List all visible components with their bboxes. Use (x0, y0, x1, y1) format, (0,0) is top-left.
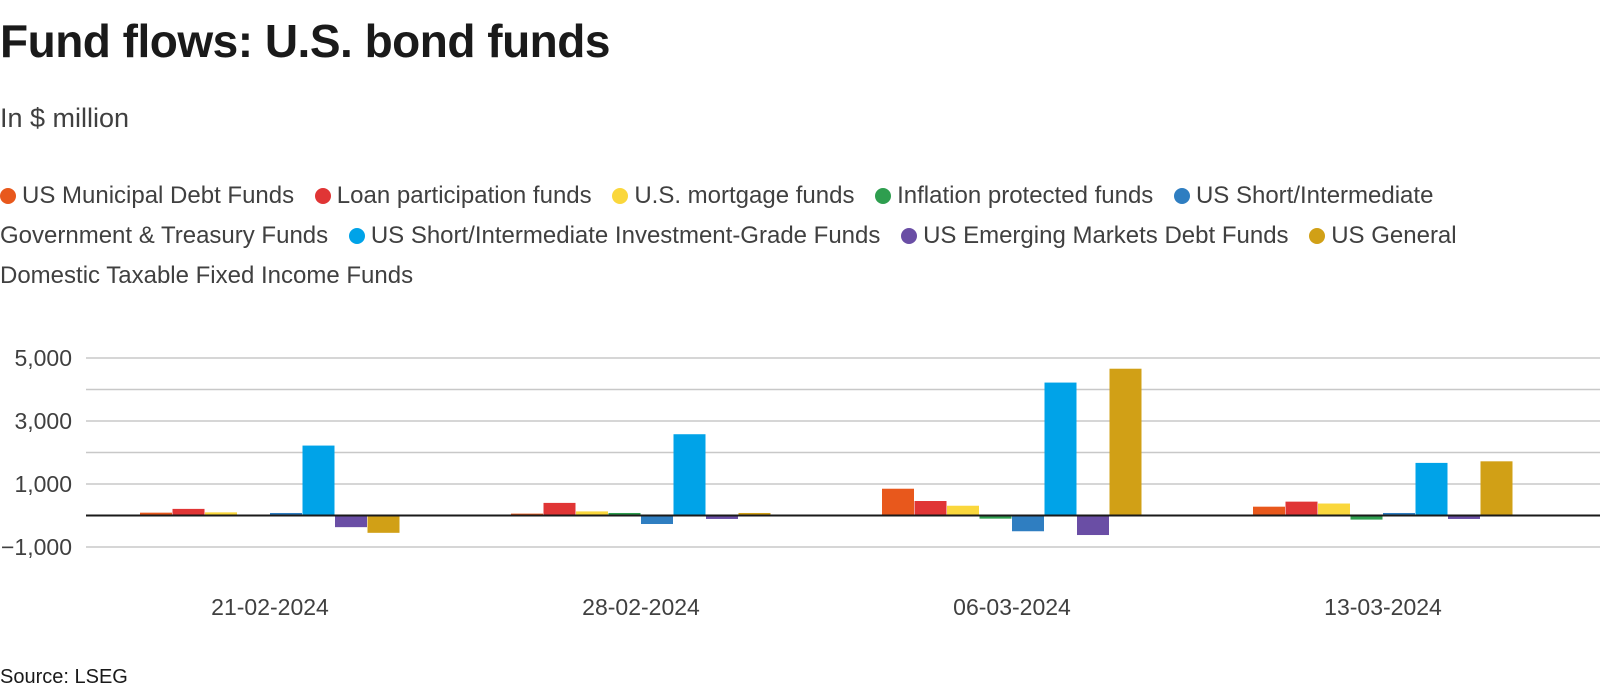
bar (1044, 382, 1077, 516)
y-tick-label: 5,000 (14, 345, 72, 371)
legend-label: US Short/Intermediate Investment-Grade F… (370, 222, 881, 249)
legend-item: Inflation protected funds (875, 182, 1153, 209)
bar (738, 512, 771, 516)
bar (335, 515, 367, 528)
bar (1383, 512, 1415, 516)
legend-swatch (1173, 188, 1190, 204)
bar (1109, 368, 1142, 516)
legend-item: US Short/Intermediate Government & Treas… (0, 182, 1433, 249)
legend-item: US Municipal Debt Funds (0, 182, 294, 209)
bar-chart: 5,000 3,000 1,000 −1,000 21-02-2024 28-02-202… (1, 345, 1600, 620)
y-tick-label: 1,000 (14, 471, 72, 497)
bar (1480, 461, 1513, 516)
legend-swatch (612, 188, 629, 204)
bar (543, 502, 576, 516)
bar (1285, 501, 1318, 516)
legend-label: US Municipal Debt Funds (22, 182, 295, 209)
bar (172, 508, 205, 516)
bar (576, 511, 608, 516)
legend-swatch (875, 188, 892, 204)
bar (1012, 515, 1044, 532)
y-tick-label: 3,000 (14, 408, 72, 434)
bar (1253, 506, 1285, 516)
x-tick-label: 21-02-2024 (211, 594, 329, 620)
bar (270, 512, 302, 516)
bar (979, 515, 1012, 519)
bar (205, 512, 237, 516)
legend-item: US General Domestic Taxable Fixed Income… (0, 222, 1457, 289)
bar (641, 515, 673, 525)
bar (1350, 515, 1383, 520)
bar (608, 512, 641, 516)
x-tick-label: 28-02-2024 (582, 594, 700, 620)
bar (673, 434, 706, 516)
legend-label: US Emerging Markets Debt Funds (923, 222, 1289, 249)
chart-legend: US Municipal Debt Funds Loan participati… (0, 176, 1540, 296)
x-tick-label: 06-03-2024 (953, 594, 1071, 620)
bar (1318, 503, 1350, 516)
legend-item: U.S. mortgage funds (612, 182, 854, 209)
legend-item: US Short/Intermediate Investment-Grade F… (348, 222, 881, 249)
bar (947, 505, 979, 516)
chart-title: Fund flows: U.S. bond funds (0, 15, 610, 67)
bar (367, 515, 400, 533)
bar (140, 512, 172, 516)
bar (914, 501, 947, 516)
legend-label: Loan participation funds (336, 182, 592, 209)
legend-swatch (0, 188, 16, 204)
bar (706, 515, 738, 519)
legend-item: Loan participation funds (314, 182, 592, 209)
bar (882, 488, 914, 516)
legend-swatch (901, 228, 918, 244)
legend-item: US Emerging Markets Debt Funds (901, 222, 1289, 249)
legend-swatch (314, 188, 331, 204)
y-tick-label: −1,000 (1, 534, 72, 560)
bar (302, 445, 335, 516)
bar (1448, 515, 1480, 519)
legend-label: US General Domestic Taxable Fixed Income… (0, 222, 1457, 289)
legend-label: U.S. mortgage funds (634, 182, 855, 209)
legend-label: Inflation protected funds (897, 182, 1154, 209)
chart-subtitle: In $ million (0, 103, 130, 133)
source-note: Source: LSEG (0, 666, 128, 688)
bar (1077, 515, 1109, 536)
x-tick-label: 13-03-2024 (1324, 594, 1442, 620)
legend-swatch (348, 228, 365, 244)
legend-swatch (1309, 228, 1326, 244)
bar (1415, 462, 1448, 516)
legend-label: US Short/Intermediate Government & Treas… (0, 182, 1434, 249)
